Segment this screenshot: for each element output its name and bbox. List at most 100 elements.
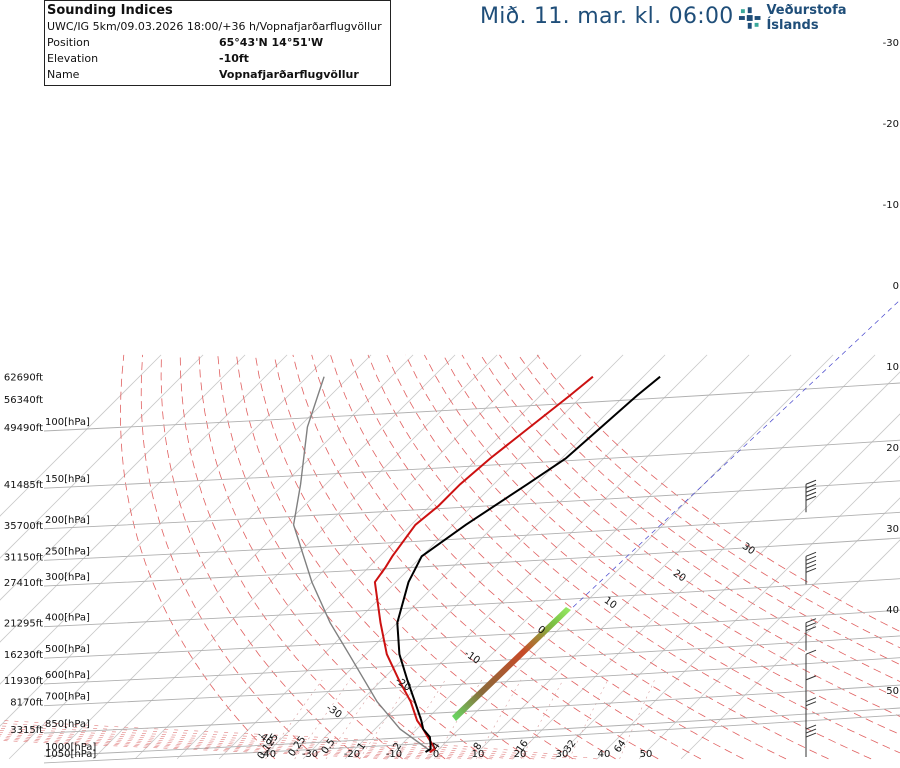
dry-adiabat-line xyxy=(120,354,276,760)
skewed-isotherm-label: -20 xyxy=(393,675,413,693)
parcel-trace xyxy=(292,376,433,753)
isotherm-line xyxy=(0,354,204,559)
info-row-position: Position 65°43'N 14°51'W xyxy=(47,35,388,51)
right-axis-label: 20 xyxy=(886,443,899,454)
mixing-ratio-label: 2 xyxy=(392,741,405,753)
dry-adiabat-line xyxy=(160,354,361,760)
right-axis-label: -20 xyxy=(883,119,899,130)
altitude-label: 8170ft xyxy=(10,698,43,709)
wind-barb-flag xyxy=(805,622,817,628)
wind-barb-flag xyxy=(805,491,817,497)
temperature-tick-label: 0 xyxy=(433,749,439,760)
mixing-ratio-line xyxy=(434,679,483,760)
temperature-tick-label: -30 xyxy=(302,749,318,760)
dry-adiabat-line xyxy=(236,354,531,760)
isotherm-line xyxy=(176,354,582,760)
mixing-ratio-line xyxy=(568,679,609,760)
isotherm-line xyxy=(386,354,792,760)
wind-barb-flag xyxy=(805,563,817,569)
moist-adiabat-line xyxy=(0,725,556,760)
pressure-label: 400[hPa] xyxy=(45,613,90,624)
wind-barb-flag xyxy=(805,675,817,681)
info-value: 65°43'N 14°51'W xyxy=(219,36,324,49)
wind-barb-flag xyxy=(805,559,817,565)
isotherm-line xyxy=(0,354,330,685)
right-axis-label: 30 xyxy=(886,524,899,535)
wind-barb-flag xyxy=(805,697,817,703)
isotherm-line xyxy=(428,354,834,760)
pressure-label: 200[hPa] xyxy=(45,515,90,526)
dewpoint-line xyxy=(396,375,661,753)
pressure-label: 500[hPa] xyxy=(45,644,90,655)
wind-barb-flag xyxy=(805,551,817,557)
pressure-label: 150[hPa] xyxy=(45,474,90,485)
altitude-label: 31150ft xyxy=(4,552,43,563)
isobar-line xyxy=(43,439,900,489)
isobar-lines xyxy=(43,382,900,764)
temperature-line xyxy=(373,375,594,753)
parcel-line xyxy=(292,376,433,753)
mixing-ratio-line xyxy=(359,679,412,760)
altitude-label: 16230ft xyxy=(4,650,43,661)
altitude-label: 35700ft xyxy=(4,521,43,532)
right-axis-label: -10 xyxy=(883,200,899,211)
temperature-trace xyxy=(373,375,594,753)
pressure-label: 1000[hPa] xyxy=(45,742,96,753)
isotherm-line xyxy=(680,539,900,760)
altitude-label: 62690ft xyxy=(4,373,43,384)
dry-adiabat-line xyxy=(424,354,900,735)
isobar-line xyxy=(43,537,900,587)
altitude-label: 27410ft xyxy=(4,578,43,589)
dry-adiabat-line xyxy=(273,354,616,760)
isotherm-line xyxy=(50,354,456,760)
wind-barb-flag xyxy=(805,724,817,730)
dry-adiabat-line xyxy=(140,354,318,760)
pressure-label: 100[hPa] xyxy=(45,417,90,428)
wind-barb-flag xyxy=(805,649,817,655)
isotherm-lines xyxy=(0,354,900,760)
isobar-line xyxy=(43,714,900,764)
pressure-label: 700[hPa] xyxy=(45,692,90,703)
isotherm-line xyxy=(512,371,900,760)
isobar-line xyxy=(43,511,900,561)
skewed-isotherm-label: 30 xyxy=(740,541,757,557)
dry-adiabat-line xyxy=(517,354,900,649)
pressure-label: 250[hPa] xyxy=(45,546,90,557)
info-row-name: Name Vopnafjarðarflugvöllur xyxy=(47,67,388,83)
info-key: Elevation xyxy=(47,52,99,65)
dry-adiabat-line xyxy=(405,354,900,754)
altitude-label: 21295ft xyxy=(4,619,43,630)
temperature-tick-label: -40 xyxy=(260,749,276,760)
temperature-tick-label: 30 xyxy=(556,749,569,760)
wind-barb-flag xyxy=(805,732,817,738)
mixing-ratio-label: 1 xyxy=(356,741,369,753)
skewed-isotherm-label: 20 xyxy=(671,568,688,584)
wind-barb-flag xyxy=(805,487,817,493)
pressure-label: 600[hPa] xyxy=(45,670,90,681)
temperature-tick-label: 20 xyxy=(514,749,527,760)
pressure-label: 850[hPa] xyxy=(45,719,90,730)
dry-adiabat-line xyxy=(292,354,659,760)
mixing-ratio-label: 4 xyxy=(430,741,443,753)
logo-text: Veðurstofa Íslands xyxy=(766,3,847,33)
wind-barbs xyxy=(805,479,817,758)
right-axis-label: 0 xyxy=(893,281,899,292)
isotherm-line xyxy=(344,354,750,760)
altitude-label: 56340ft xyxy=(4,395,43,406)
dry-adiabat-line xyxy=(442,354,900,717)
info-key: Name xyxy=(47,68,80,81)
temperature-tick-label: -20 xyxy=(344,749,360,760)
isobar-line xyxy=(43,609,900,659)
altitude-label: 3315ft xyxy=(10,725,43,736)
mixing-ratio-line xyxy=(395,679,446,760)
skewed-isotherm-label: 0 xyxy=(535,624,547,637)
dewpoint-trace xyxy=(396,375,661,753)
isobar-line xyxy=(43,657,900,707)
moist-adiabat-line xyxy=(0,732,493,760)
info-box-title: Sounding Indices xyxy=(47,3,173,18)
snowflake-logo-icon xyxy=(738,7,761,29)
instability-area xyxy=(452,607,571,721)
temperature-tick-label: -10 xyxy=(386,749,402,760)
mixing-ratio-line xyxy=(294,679,351,760)
dry-adiabat-line xyxy=(311,354,701,760)
